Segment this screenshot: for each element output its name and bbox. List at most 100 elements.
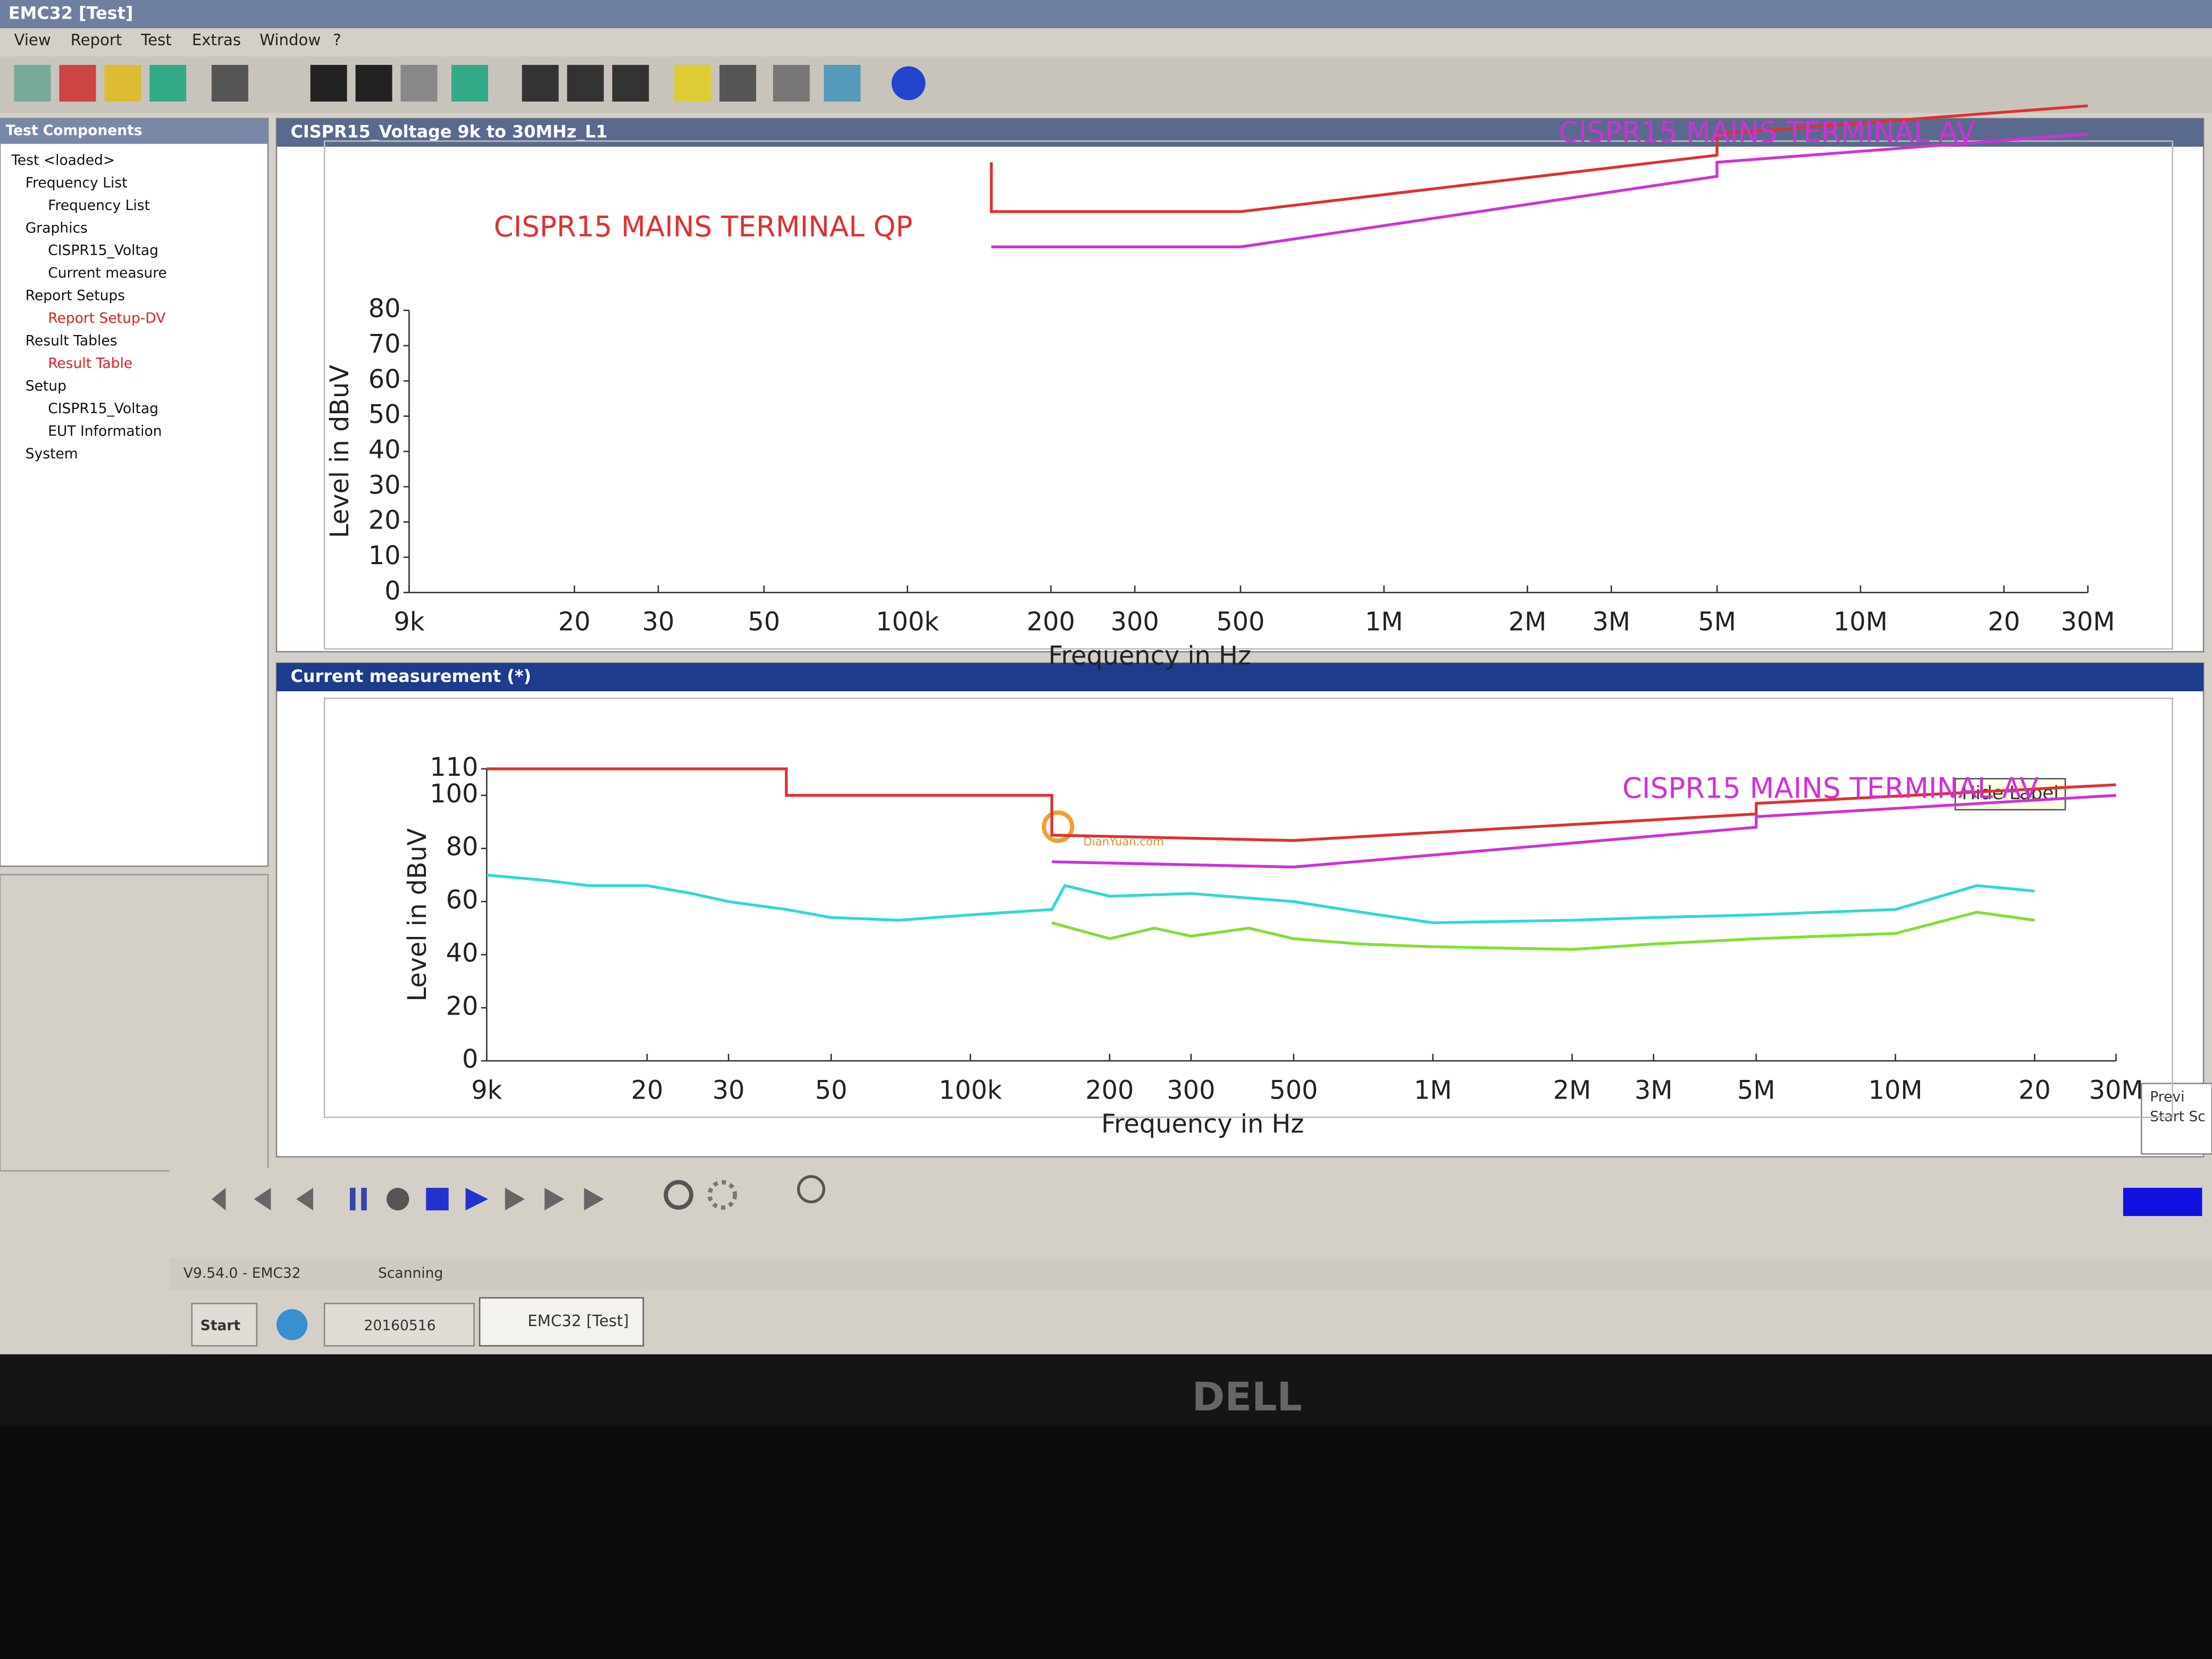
button-loop[interactable]	[707, 1180, 738, 1210]
y-tick-label: 40	[446, 939, 479, 968]
tree-item[interactable]: System	[26, 446, 78, 462]
tool-button[interactable]	[773, 65, 810, 102]
graph-window: CISPR15_Voltage 9k to 30MHz_L1	[275, 118, 2205, 653]
x-tick-label: 3M	[1593, 608, 1631, 637]
tree-item[interactable]: Report Setup-DV	[48, 310, 165, 326]
title-bar	[0, 0, 2212, 29]
y-axis-label: Level in dBuV	[325, 365, 355, 538]
x-tick-label: 5M	[1698, 608, 1736, 637]
status-bar	[169, 1258, 2212, 1289]
menu-item[interactable]: View	[14, 31, 51, 49]
button-refresh[interactable]	[664, 1180, 693, 1210]
start-button[interactable]	[191, 1303, 258, 1347]
tool-button[interactable]	[451, 65, 488, 102]
start-label: Start	[200, 1317, 241, 1334]
y-tick-label: 0	[462, 1045, 478, 1074]
graph: 9k 20 30 50 100k 200 300 500 1M 2M 3M 5M 10M 20 30M 0 20…	[323, 697, 2174, 1139]
button-record[interactable]	[386, 1187, 409, 1211]
y-tick-label: 20	[368, 506, 401, 535]
y-tick-label: 30	[368, 471, 401, 500]
button-prev[interactable]	[254, 1187, 271, 1211]
toolbar	[0, 56, 2212, 113]
tool-button[interactable]	[612, 65, 649, 102]
menu-item[interactable]: ?	[333, 31, 341, 49]
menu-item[interactable]: Extras	[192, 31, 241, 49]
x-tick-label: 30	[642, 608, 675, 637]
tree-bg	[0, 118, 269, 867]
tool-button[interactable]	[824, 65, 861, 102]
tree-item[interactable]: Result Table	[48, 355, 132, 372]
button-next[interactable]	[544, 1187, 565, 1211]
tree-item[interactable]: Report Setups	[26, 288, 125, 304]
menu-item[interactable]: Test	[140, 31, 171, 49]
menu-item[interactable]: Report	[71, 31, 122, 49]
tree-item[interactable]: Current measure	[48, 265, 167, 281]
button-stop[interactable]	[426, 1187, 449, 1211]
tool-button[interactable]	[149, 65, 187, 102]
x-axis-label: Frequency in Hz	[1101, 1110, 1304, 1139]
tool-button[interactable]	[567, 65, 604, 102]
x-tick-label: 20	[558, 608, 591, 637]
x-tick-label: 500	[1216, 608, 1264, 637]
menu-bar: View Report Test Extras Window ?	[14, 31, 341, 49]
button-forward[interactable]	[505, 1187, 525, 1211]
window-frame	[275, 118, 2205, 653]
x-tick-label: 30M	[2089, 1076, 2143, 1105]
y-tick-label: 40	[368, 435, 401, 465]
plot-frame	[323, 697, 2174, 1118]
menu-item[interactable]: Window	[259, 31, 321, 49]
button-back[interactable]	[296, 1187, 313, 1211]
x-tick-label: 100k	[876, 608, 939, 637]
tree-item[interactable]: CISPR15_Voltag	[48, 242, 158, 259]
y-tick-label: 20	[446, 992, 479, 1021]
tree-item[interactable]: Result Tables	[26, 333, 118, 349]
tool-button[interactable]	[522, 65, 559, 102]
task-label: 20160516	[364, 1317, 435, 1334]
y-tick-label: 100	[430, 780, 478, 809]
task-button[interactable]	[479, 1297, 644, 1347]
button-last[interactable]	[584, 1187, 604, 1211]
tool-button[interactable]	[355, 65, 392, 102]
tree-item[interactable]: Setup	[26, 378, 66, 394]
button-first[interactable]	[211, 1187, 226, 1211]
tool-button[interactable]	[310, 65, 347, 102]
tool-button[interactable]	[104, 65, 141, 102]
watermark-logo	[1042, 810, 1075, 843]
tool-button[interactable]	[211, 65, 248, 102]
button-play[interactable]	[465, 1187, 488, 1211]
tree-item[interactable]: Test <loaded>	[11, 152, 115, 169]
button-pause[interactable]	[361, 1187, 367, 1211]
task-button[interactable]	[323, 1303, 475, 1347]
tree-item[interactable]: Frequency List	[26, 174, 128, 191]
status-text: V9.54.0 - EMC32	[183, 1265, 301, 1281]
window-title-bar	[276, 118, 2204, 147]
desk	[0, 1425, 2212, 1659]
progress	[2123, 1187, 2202, 1216]
plot-frame	[323, 140, 2174, 650]
tool-button[interactable]	[59, 65, 96, 102]
x-tick-label: 50	[815, 1076, 848, 1105]
y-tick-label: 60	[446, 886, 479, 915]
tool-button[interactable]	[674, 65, 711, 102]
side-pane	[0, 874, 269, 1172]
x-axis-label: Frequency in Hz	[1048, 641, 1251, 671]
tool-button[interactable]	[14, 65, 51, 102]
info-button[interactable]	[891, 66, 926, 100]
tree-item[interactable]: EUT Information	[48, 423, 162, 439]
tree-item[interactable]: Graphics	[26, 220, 88, 236]
tree-item[interactable]: CISPR15_Voltag	[48, 400, 158, 417]
series-line	[487, 767, 2116, 842]
tree-item[interactable]: Frequency List	[48, 197, 150, 214]
x-tick-label: 1M	[1414, 1076, 1452, 1105]
tool-button[interactable]	[719, 65, 757, 102]
x-tick-label: 5M	[1737, 1076, 1775, 1105]
button-pause[interactable]	[349, 1187, 356, 1211]
preview-pane	[2141, 1083, 2212, 1155]
transport-bar	[169, 1168, 2212, 1230]
button-power[interactable]	[797, 1175, 826, 1204]
browser-icon[interactable]	[276, 1309, 308, 1340]
x-tick-label: 10M	[1869, 1076, 1923, 1105]
x-tick-label: 9k	[393, 608, 424, 637]
tool-button[interactable]	[400, 65, 438, 102]
